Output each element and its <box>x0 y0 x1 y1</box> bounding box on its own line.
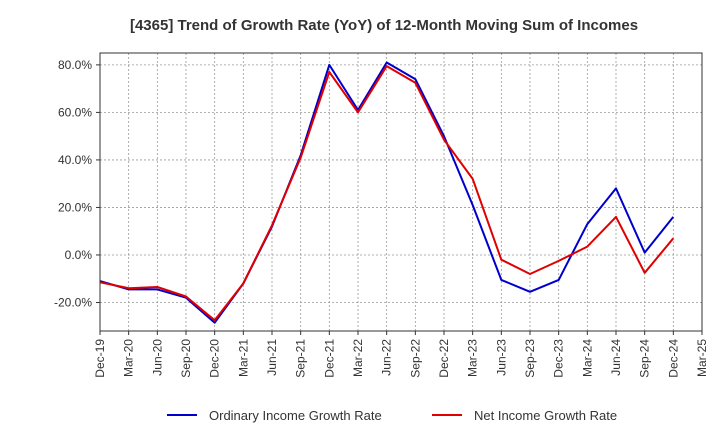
x-tick-label: Dec-23 <box>552 339 566 378</box>
legend-label: Ordinary Income Growth Rate <box>209 408 382 423</box>
x-tick-label: Mar-22 <box>351 339 365 377</box>
chart-title: [4365] Trend of Growth Rate (YoY) of 12-… <box>130 17 638 34</box>
x-tick-label: Jun-22 <box>380 339 394 376</box>
plot-area <box>100 53 702 331</box>
y-tick-label: 60.0% <box>58 105 92 119</box>
x-tick-label: Dec-24 <box>666 339 680 378</box>
x-tick-label: Dec-21 <box>322 339 336 378</box>
y-tick-label: 20.0% <box>58 200 92 214</box>
x-tick-label: Jun-21 <box>265 339 279 376</box>
x-tick-label: Mar-24 <box>580 339 594 377</box>
x-axis-ticks: Dec-19 Mar-20 Jun-20 Sep-20 Dec-20 Mar-21 Jun-… <box>93 331 709 378</box>
y-axis-ticks: -20.0% 0.0% 20.0% 40.0% 60.0% 80.0% <box>54 58 100 309</box>
y-tick-label: 40.0% <box>58 153 92 167</box>
series-line-2 <box>99 65 675 322</box>
x-tick-label: Jun-20 <box>150 339 164 376</box>
series-lines <box>99 61 675 324</box>
y-tick-label: -20.0% <box>54 295 92 309</box>
y-tick-label: 80.0% <box>58 58 92 72</box>
x-tick-label: Dec-19 <box>93 339 107 378</box>
x-tick-label: Mar-20 <box>122 339 136 377</box>
legend-label: Net Income Growth Rate <box>474 408 617 423</box>
grid <box>100 53 702 331</box>
x-tick-label: Sep-24 <box>638 339 652 378</box>
legend: Ordinary Income Growth Rate Net Income Gr… <box>167 408 617 423</box>
x-tick-label: Jun-23 <box>494 339 508 376</box>
x-tick-label: Sep-21 <box>294 339 308 378</box>
plot-frame <box>99 52 703 332</box>
series-line-1 <box>99 61 675 324</box>
x-tick-label: Jun-24 <box>609 339 623 376</box>
x-tick-label: Sep-23 <box>523 339 537 378</box>
x-tick-label: Mar-21 <box>236 339 250 377</box>
x-tick-label: Sep-20 <box>179 339 193 378</box>
x-tick-label: Dec-20 <box>208 339 222 378</box>
x-tick-label: Sep-22 <box>408 339 422 378</box>
y-tick-label: 0.0% <box>65 248 93 262</box>
x-tick-label: Mar-25 <box>695 339 709 377</box>
x-tick-label: Dec-22 <box>437 339 451 378</box>
x-tick-label: Mar-23 <box>466 339 480 377</box>
